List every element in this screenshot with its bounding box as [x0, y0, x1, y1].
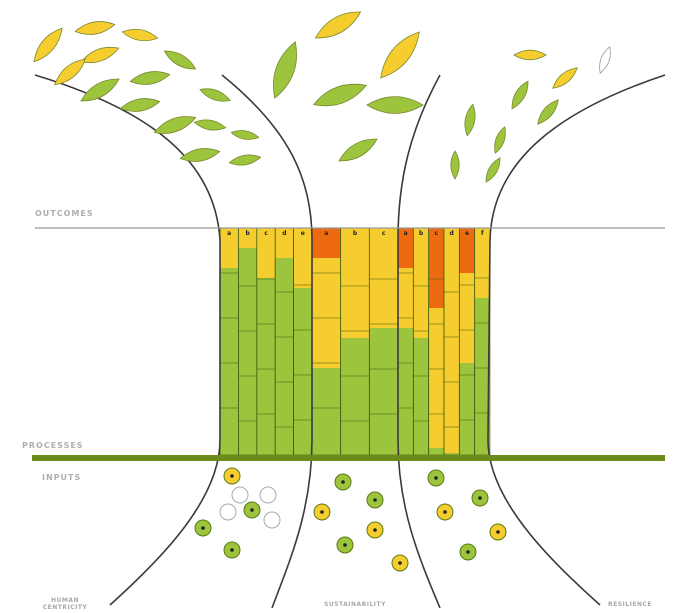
- column-letter: f: [481, 230, 484, 237]
- leaf: [121, 27, 158, 44]
- leaf: [508, 79, 532, 112]
- column-letter: b: [419, 230, 424, 237]
- leaf: [228, 152, 261, 167]
- input-dot: [443, 510, 447, 514]
- column-letter: a: [404, 230, 408, 237]
- input-dot: [466, 550, 470, 554]
- input-circles: [195, 468, 506, 571]
- leaf: [482, 156, 503, 184]
- leaf: [514, 50, 546, 60]
- column-letter: c: [264, 230, 268, 237]
- tree-drawing: abcdeabcabcdef: [0, 0, 676, 613]
- trunk-line: [488, 75, 665, 605]
- column-yellow: [444, 228, 459, 453]
- leaf: [78, 73, 123, 106]
- input-dot: [373, 498, 377, 502]
- column-letter: b: [245, 230, 250, 237]
- input-dot: [250, 508, 254, 512]
- leaf: [596, 45, 613, 74]
- column-yellow: [341, 228, 370, 338]
- input-circle: [232, 487, 248, 503]
- outcomes-label: OUTCOMES: [35, 209, 94, 218]
- leaf: [29, 24, 67, 66]
- leaf: [51, 55, 89, 90]
- processes-label: PROCESSES: [22, 441, 84, 450]
- pillar-label: SUSTAINABILITY: [300, 601, 410, 608]
- column-letter: c: [382, 230, 386, 237]
- leaf: [266, 39, 303, 102]
- column-yellow: [369, 228, 398, 328]
- column-orange: [429, 228, 444, 308]
- input-dot: [398, 561, 402, 565]
- input-dot: [496, 530, 500, 534]
- pillar-label: RESILIENCE: [590, 601, 670, 608]
- leaves: [29, 5, 614, 184]
- leaf: [462, 103, 477, 136]
- column-letter: a: [227, 230, 231, 237]
- input-dot: [343, 543, 347, 547]
- leaf: [193, 117, 226, 132]
- leaf: [74, 19, 115, 38]
- input-circle: [260, 487, 276, 503]
- column-letter: c: [435, 230, 439, 237]
- leaf: [311, 78, 369, 113]
- column-letter: e: [301, 230, 305, 237]
- leaf: [179, 146, 220, 165]
- input-dot: [434, 476, 438, 480]
- leaf: [129, 69, 170, 88]
- column-letter: d: [282, 230, 286, 237]
- leaf: [534, 97, 562, 128]
- leaf: [198, 85, 231, 105]
- column-yellow: [413, 228, 428, 338]
- input-dot: [230, 474, 234, 478]
- leaf: [451, 151, 459, 179]
- input-dot: [320, 510, 324, 514]
- process-columns: [220, 228, 490, 455]
- column-letter: b: [353, 230, 358, 237]
- input-dot: [478, 496, 482, 500]
- leaf: [230, 128, 259, 141]
- leaf: [162, 46, 199, 73]
- column-letter: d: [450, 230, 454, 237]
- leaf: [367, 97, 423, 114]
- input-dot: [341, 480, 345, 484]
- column-green: [275, 228, 293, 455]
- leaf: [336, 133, 381, 166]
- inputs-label: INPUTS: [42, 473, 81, 482]
- leaf: [550, 64, 581, 92]
- input-dot: [201, 526, 205, 530]
- column-letter: a: [324, 230, 328, 237]
- input-dot: [230, 548, 234, 552]
- column-letter: e: [465, 230, 469, 237]
- leaf: [152, 111, 198, 138]
- leaf: [79, 43, 121, 68]
- leaf: [374, 26, 426, 84]
- diagram: a b c d e a b c a b c d e f OUTCOMES PROCESSES INPUTS…: [0, 0, 676, 613]
- input-dot: [373, 528, 377, 532]
- input-circle: [264, 512, 280, 528]
- leaf: [312, 5, 365, 45]
- leaf: [491, 125, 508, 154]
- pillar-label: HUMAN CENTRICITY: [40, 597, 90, 611]
- column-yellow: [294, 228, 312, 288]
- input-circle: [220, 504, 236, 520]
- column-yellow: [475, 228, 490, 298]
